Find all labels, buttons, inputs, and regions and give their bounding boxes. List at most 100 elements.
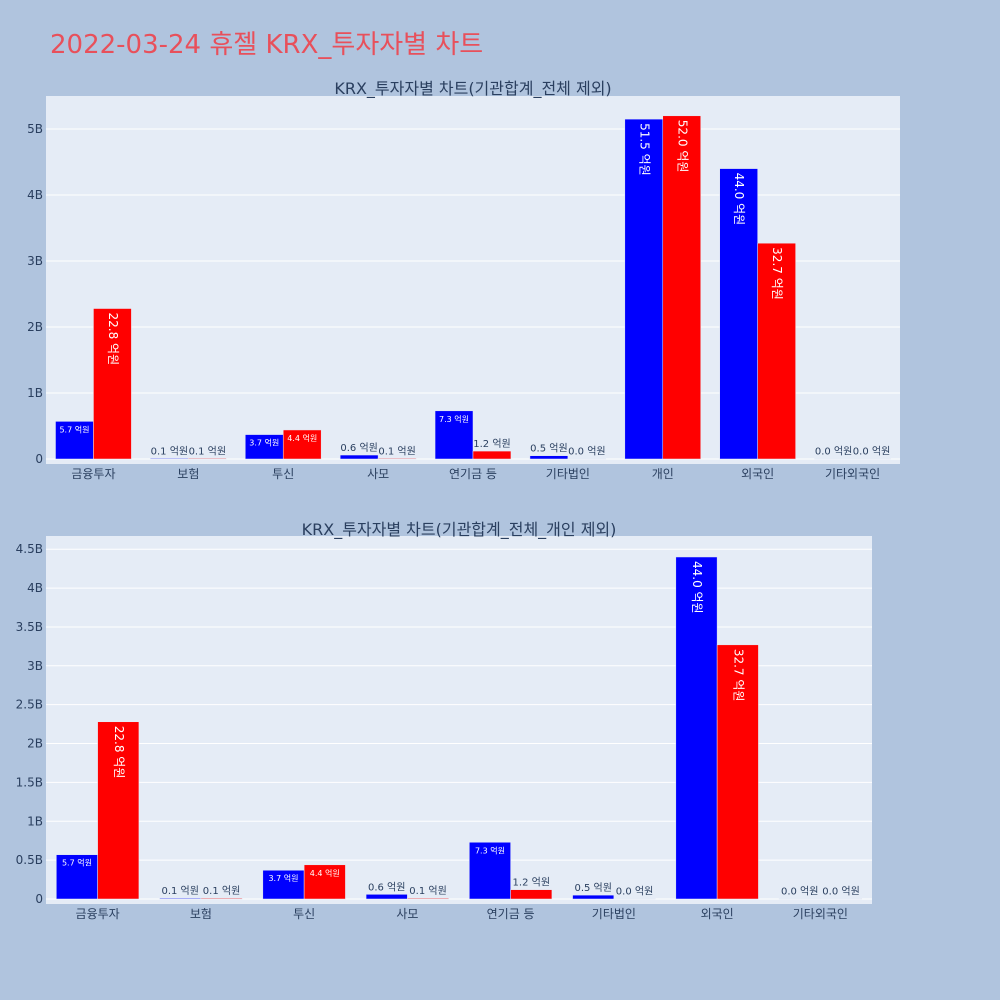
x-tick-label: 기타외국인 (825, 467, 880, 481)
y-tick-label: 2.5B (16, 698, 43, 712)
data-label: 44.0 억원 (690, 561, 704, 614)
data-label: 5.7 억원 (59, 424, 89, 434)
y-tick-label: 2B (27, 737, 43, 751)
data-label: 0.0 억원 (815, 446, 852, 458)
bar (778, 898, 821, 900)
y-tick-label: 4.5B (16, 542, 43, 556)
data-label: 0.6 억원 (340, 442, 377, 454)
x-tick-label: 보험 (177, 467, 199, 481)
x-tick-label: 연기금 등 (487, 907, 535, 921)
chart-subtitle: KRX_투자자별 차트(기관합계_전체_개인 제외) (302, 520, 617, 540)
x-tick-label: 사모 (367, 467, 389, 481)
y-tick-label: 4B (27, 188, 43, 202)
bar (469, 842, 511, 900)
bar (613, 898, 656, 900)
x-tick-label: 기타법인 (546, 467, 590, 481)
y-tick-label: 0 (35, 452, 43, 466)
data-label: 3.7 억원 (268, 873, 298, 883)
bar (662, 115, 701, 460)
data-label: 32.7 억원 (731, 649, 745, 702)
bar (567, 458, 607, 460)
data-label: 3.7 억원 (249, 438, 279, 448)
chart-2: 0 0.5B 1B 1.5B 2B 2.5B 3B 3.5B 4B 4.5B KRX_투자자별 차트… (16, 520, 872, 921)
x-tick-label: 외국인 (701, 907, 734, 921)
data-label: 0.0 억원 (616, 886, 653, 898)
data-label: 5.7 억원 (62, 858, 92, 868)
data-label: 1.2 억원 (473, 438, 510, 450)
bar (675, 556, 718, 900)
bar (814, 458, 853, 460)
chart-1: 0 1B 2B 3B 4B 5B KRX_투자자별 차트(기관합계_전체 제외) 금융투자 5.… (27, 79, 900, 481)
y-tick-label: 3B (27, 659, 43, 673)
data-label: 0.1 억원 (189, 445, 226, 457)
bar (159, 897, 202, 900)
data-label: 0.0 억원 (568, 446, 605, 458)
chart-subtitle: KRX_투자자별 차트(기관합계_전체 제외) (334, 79, 611, 99)
y-tick-label: 4B (27, 581, 43, 595)
bar (716, 644, 759, 900)
data-label: 0.1 억원 (151, 445, 188, 457)
y-tick-label: 3B (27, 254, 43, 268)
y-tick-label: 3.5B (16, 620, 43, 634)
x-tick-label: 투신 (272, 467, 294, 481)
bar (572, 894, 615, 900)
data-label: 52.0 억원 (675, 120, 689, 173)
data-label: 0.1 억원 (161, 885, 198, 897)
bar (93, 308, 132, 460)
data-label: 7.3 억원 (475, 845, 505, 855)
bar (188, 458, 227, 460)
bar (434, 410, 474, 460)
bar (510, 889, 553, 900)
data-label: 4.4 억원 (310, 868, 340, 878)
x-tick-label: 기타법인 (592, 907, 636, 921)
y-tick-label: 5B (27, 122, 43, 136)
data-label: 0.1 억원 (409, 885, 446, 897)
bar (377, 458, 417, 460)
x-tick-label: 금융투자 (71, 467, 115, 481)
data-label: 1.2 억원 (513, 877, 550, 889)
data-label: 44.0 억원 (732, 173, 746, 226)
bar (55, 421, 94, 460)
data-label: 0.0 억원 (822, 886, 859, 898)
bar (262, 869, 305, 900)
x-tick-label: 외국인 (741, 467, 774, 481)
data-label: 32.7 억원 (770, 247, 784, 300)
y-tick-label: 0.5B (16, 853, 43, 867)
x-tick-label: 연기금 등 (449, 467, 497, 481)
bar (150, 458, 189, 460)
bar (200, 897, 243, 900)
y-tick-label: 1B (27, 386, 43, 400)
data-label: 0.0 억원 (853, 446, 890, 458)
x-tick-label: 기타외국인 (793, 907, 848, 921)
data-label: 22.8 억원 (112, 726, 126, 779)
data-label: 0.1 억원 (203, 885, 240, 897)
x-tick-label: 보험 (190, 907, 212, 921)
data-label: 0.5 억원 (530, 443, 567, 455)
bar (757, 242, 796, 460)
x-tick-label: 사모 (396, 907, 418, 921)
data-label: 0.6 억원 (368, 881, 405, 893)
y-tick-label: 0 (35, 892, 43, 906)
bar (820, 898, 862, 900)
page-title: 2022-03-24 휴젤 KRX_투자자별 차트 (50, 30, 484, 60)
data-label: 7.3 억원 (439, 414, 469, 424)
bar (56, 854, 98, 900)
bar (719, 168, 758, 460)
data-label: 0.5 억원 (574, 882, 611, 894)
data-label: 4.4 억원 (287, 433, 317, 443)
y-tick-label: 1B (27, 814, 43, 828)
bar (529, 455, 569, 460)
x-tick-label: 금융투자 (76, 907, 120, 921)
data-label: 51.5 억원 (637, 123, 651, 176)
bar (365, 894, 408, 900)
bar (407, 897, 449, 900)
y-tick-label: 2B (27, 320, 43, 334)
bar (282, 429, 322, 460)
bar (303, 864, 346, 900)
data-label: 0.1 억원 (378, 445, 415, 457)
data-label: 0.0 억원 (781, 886, 818, 898)
y-tick-label: 1.5B (16, 775, 43, 789)
bar (339, 454, 379, 460)
bar (97, 721, 140, 900)
